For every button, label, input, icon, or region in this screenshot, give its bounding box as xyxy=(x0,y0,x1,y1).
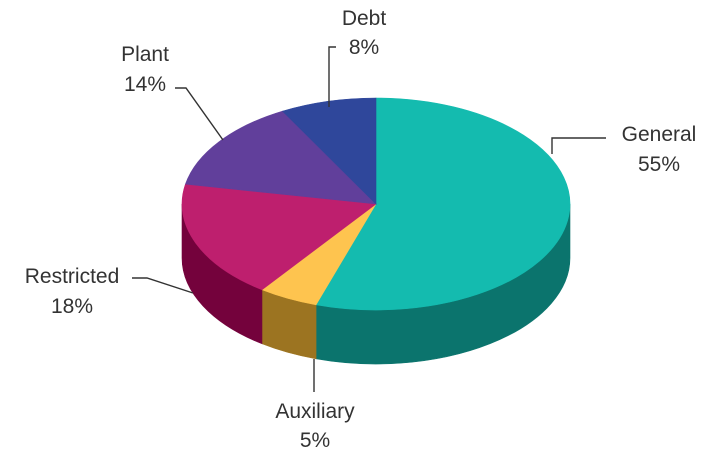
label-general-name: General xyxy=(622,123,697,146)
leader-line-restricted xyxy=(132,277,194,294)
pie-tops xyxy=(181,97,571,311)
slice-general xyxy=(315,97,571,311)
label-auxiliary-value: 5% xyxy=(300,429,330,451)
label-general-value: 55% xyxy=(638,153,680,176)
slice-debt xyxy=(281,97,377,205)
label-debt-value: 8% xyxy=(349,36,379,59)
leader-line-general xyxy=(551,137,606,154)
slice-restricted xyxy=(181,183,377,291)
label-plant-value: 14% xyxy=(124,73,166,96)
slice-plant xyxy=(185,110,377,205)
leader-line-plant xyxy=(175,87,224,141)
leader-lines xyxy=(132,46,606,392)
leader-line-debt xyxy=(328,46,336,107)
label-restricted-value: 18% xyxy=(51,295,93,318)
label-restricted-name: Restricted xyxy=(25,265,120,288)
label-plant-name: Plant xyxy=(121,43,169,66)
label-debt-name: Debt xyxy=(342,7,387,30)
label-auxiliary-name: Auxiliary xyxy=(275,400,355,423)
